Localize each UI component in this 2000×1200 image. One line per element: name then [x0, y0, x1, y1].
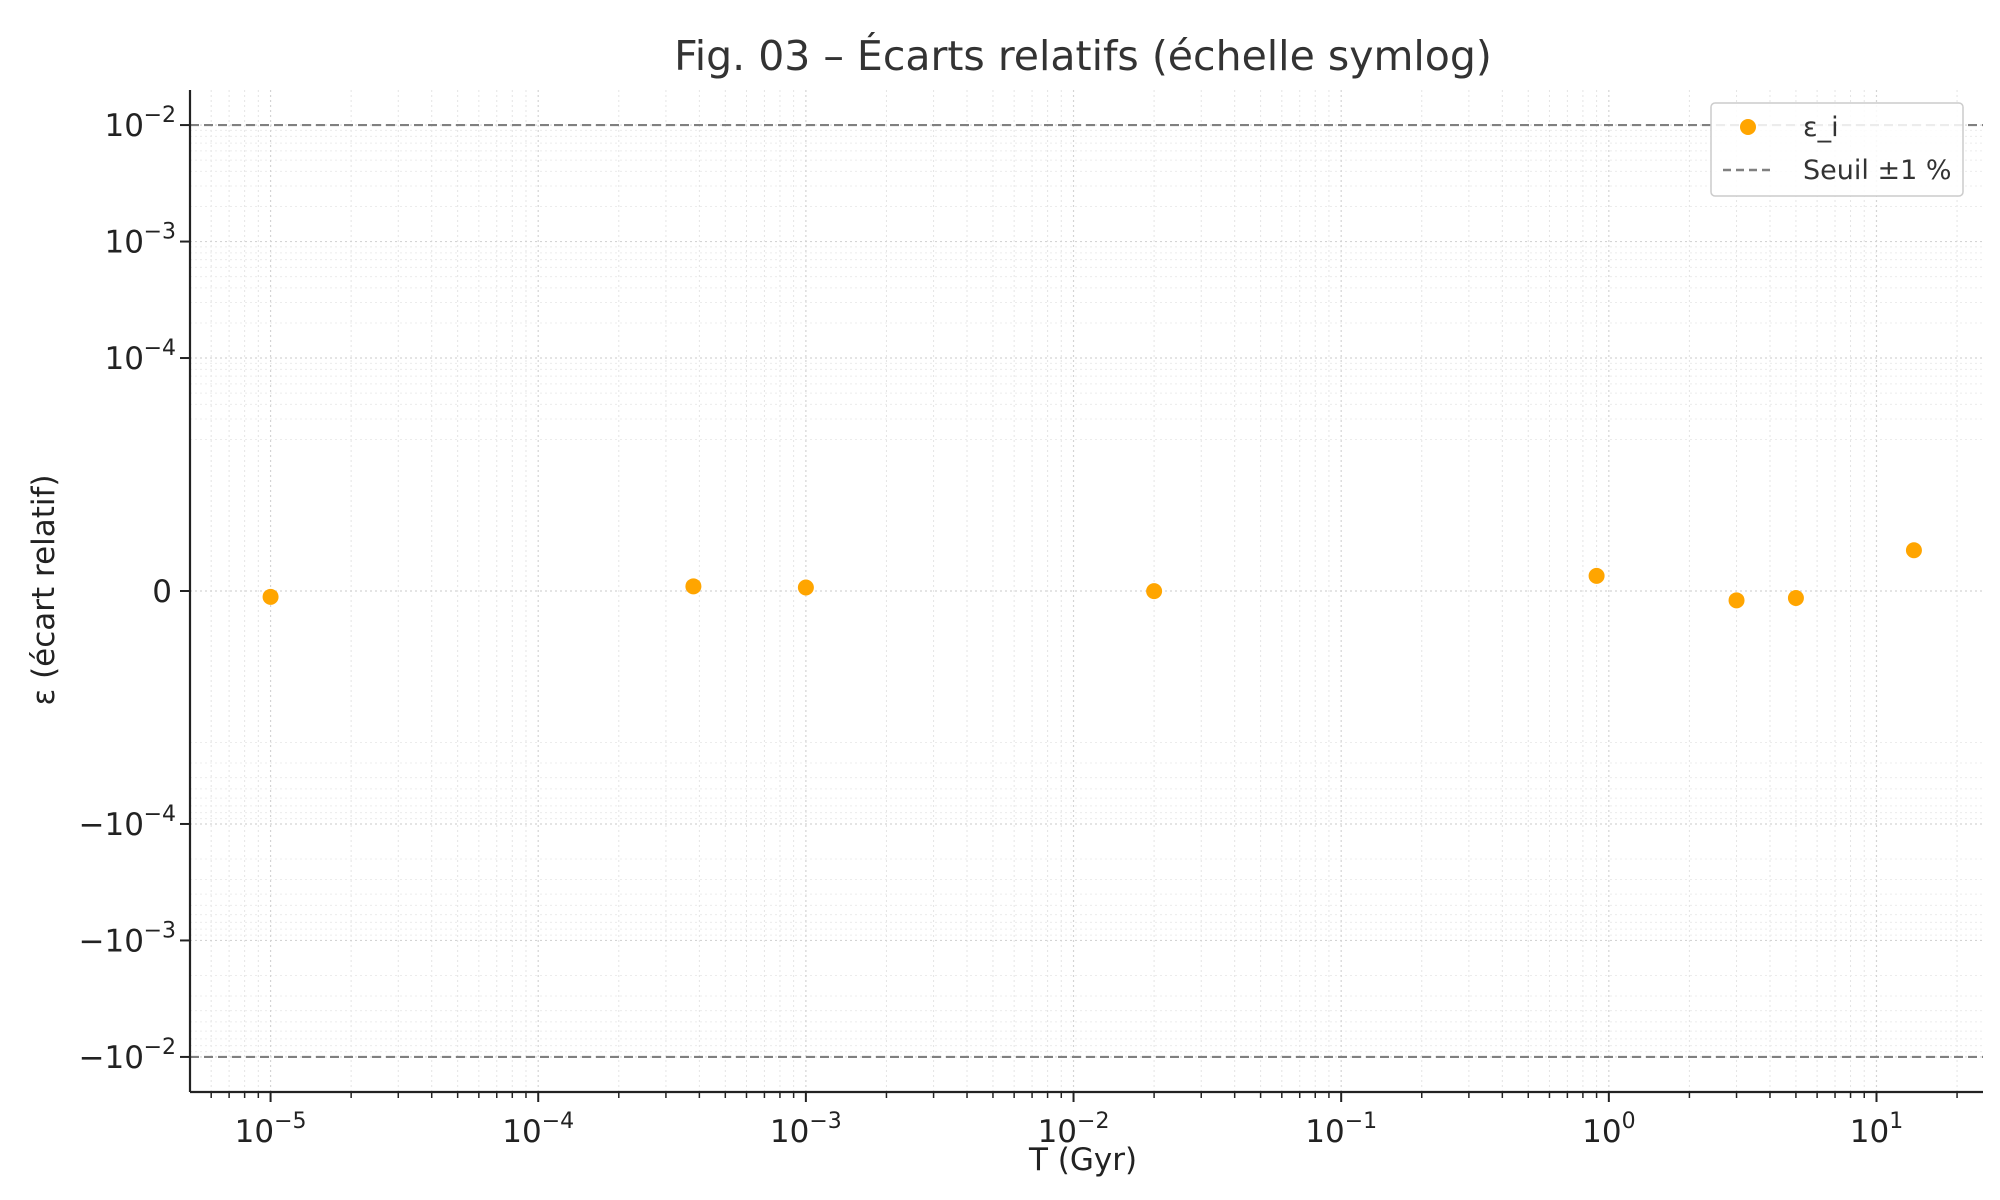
- data-point: [1588, 567, 1605, 584]
- data-point: [1728, 592, 1745, 609]
- data-point: [1905, 542, 1922, 559]
- data-points: [262, 542, 1922, 609]
- y-tick-label: −10−3: [79, 918, 176, 959]
- legend-box: [1710, 102, 1964, 197]
- minor-grid: [190, 90, 1983, 1092]
- y-tick-label: 10−2: [105, 103, 176, 144]
- x-tick-label: 10−2: [1038, 1109, 1110, 1150]
- y-axis-ticks: 10−2 10−3 10−4 0 −10−4 −10−3 −10−2: [79, 103, 190, 1076]
- chart-title: Fig. 03 – Écarts relatifs (échelle symlo…: [674, 32, 1492, 80]
- x-tick-label: 100: [1582, 1109, 1635, 1150]
- x-axis-ticks: 10−5 10−4 10−3 10−2 10−1 100 101: [210, 1092, 1958, 1150]
- legend-label-epsilon: ε_i: [1803, 112, 1839, 143]
- y-tick-label: 0: [152, 574, 172, 610]
- data-point: [797, 579, 814, 596]
- data-point: [685, 578, 702, 595]
- x-axis-label: T (Gyr): [1028, 1142, 1137, 1178]
- legend: ε_i Seuil ±1 %: [1710, 102, 1964, 197]
- data-point: [1146, 583, 1163, 600]
- data-point: [1787, 589, 1804, 606]
- legend-marker-epsilon: [1740, 119, 1756, 135]
- y-axis-label: ε (écart relatif): [26, 474, 62, 705]
- x-tick-label: 10−5: [235, 1109, 307, 1150]
- x-tick-label: 10−3: [770, 1109, 842, 1150]
- y-tick-label: −10−4: [79, 802, 176, 843]
- x-tick-label: 101: [1850, 1109, 1903, 1150]
- data-point: [262, 588, 279, 605]
- x-tick-label: 10−1: [1305, 1109, 1377, 1150]
- x-tick-label: 10−4: [502, 1109, 574, 1150]
- threshold-lines: [190, 123, 1983, 1059]
- y-tick-label: 10−4: [105, 336, 176, 377]
- y-tick-label: −10−2: [79, 1035, 176, 1076]
- legend-label-threshold: Seuil ±1 %: [1803, 155, 1952, 186]
- y-tick-label: 10−3: [105, 220, 176, 261]
